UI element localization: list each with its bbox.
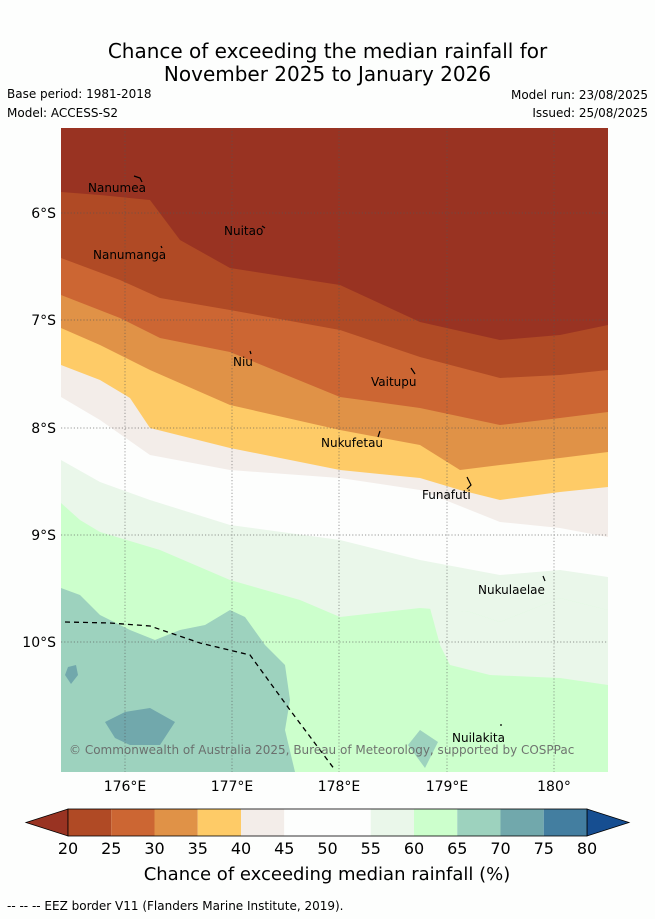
colorbar-tick-label: 35 xyxy=(188,839,208,858)
colorbar-bin xyxy=(457,809,501,836)
issued-date: Issued: 25/08/2025 xyxy=(532,106,648,120)
colorbar-bin xyxy=(241,809,285,836)
colorbar-bin xyxy=(154,809,198,836)
title-line-1: Chance of exceeding the median rainfall … xyxy=(107,39,548,63)
model-run: Model run: 23/08/2025 xyxy=(510,88,648,102)
island-nanumea xyxy=(133,175,143,183)
colorbar-tick-label: 60 xyxy=(404,839,424,858)
band-70-75-dot xyxy=(65,665,78,684)
eez-border xyxy=(64,621,336,771)
colorbar-title: Chance of exceeding median rainfall (%) xyxy=(144,864,511,885)
lon-tick: 180° xyxy=(537,779,571,795)
island-funafuti xyxy=(466,476,472,490)
colorbar-bin xyxy=(68,809,112,836)
colorbar-tick-labels: 20 25 30 35 40 45 50 55 60 65 70 75 80 xyxy=(58,839,597,858)
label-funafuti: Funafuti xyxy=(422,488,471,502)
longitude-ticks: 176°E 177°E 178°E 179°E 180° xyxy=(104,779,571,795)
label-vaitupu: Vaitupu xyxy=(371,375,417,389)
lat-tick: 7°S xyxy=(31,313,56,329)
title-line-2: November 2025 to January 2026 xyxy=(163,62,492,86)
island-nuitao xyxy=(261,225,266,229)
label-nukufetau: Nukufetau xyxy=(321,436,383,450)
colorbar-bin xyxy=(414,809,458,836)
lat-tick: 8°S xyxy=(31,421,56,437)
island-nanumanga xyxy=(160,245,163,249)
lon-tick: 178°E xyxy=(318,779,361,795)
colorbar-tick-label: 75 xyxy=(534,839,554,858)
island-niu xyxy=(249,350,252,355)
colorbar-bin xyxy=(197,809,241,836)
island-vaitupu xyxy=(410,367,416,375)
label-nuilakita: Nuilakita xyxy=(452,731,505,745)
colorbar-tick-label: 80 xyxy=(577,839,597,858)
place-labels: Nanumea Nuitao Nanumanga Niu Vaitupu Nuk… xyxy=(88,181,545,745)
colorbar-tick-label: 25 xyxy=(101,839,121,858)
label-nanumanga: Nanumanga xyxy=(93,248,166,262)
colorbar-tick-label: 20 xyxy=(58,839,78,858)
lat-tick: 6°S xyxy=(31,206,56,222)
band-70-75-patch xyxy=(105,708,175,745)
colorbar-tick-label: 65 xyxy=(447,839,467,858)
base-period: Base period: 1981-2018 xyxy=(7,87,152,101)
lon-tick: 176°E xyxy=(104,779,147,795)
colorbar-tick-label: 50 xyxy=(317,839,337,858)
label-nuitao: Nuitao xyxy=(224,224,263,238)
colorbar-tick-label: 55 xyxy=(361,839,381,858)
lon-tick: 177°E xyxy=(211,779,254,795)
colorbar-tick-label: 45 xyxy=(274,839,294,858)
colorbar-bin xyxy=(500,809,544,836)
rainfall-probability-map xyxy=(61,128,608,772)
label-niu: Niu xyxy=(233,355,253,369)
colorbar-bin xyxy=(111,809,155,836)
colorbar-bin xyxy=(327,809,371,836)
map-title: Chance of exceeding the median rainfall … xyxy=(0,40,655,86)
colorbar-tick-label: 30 xyxy=(144,839,164,858)
colorbar-extend-low xyxy=(24,808,69,837)
colorbar-extend-high xyxy=(586,808,631,837)
colorbar-tick-label: 40 xyxy=(231,839,251,858)
colorbar-bin xyxy=(284,809,328,836)
label-nukulaelae: Nukulaelae xyxy=(478,583,545,597)
colorbar-bin xyxy=(543,809,587,836)
label-nanumea: Nanumea xyxy=(88,181,146,195)
copyright-notice: © Commonwealth of Australia 2025, Bureau… xyxy=(69,743,574,757)
colorbar-frame xyxy=(67,808,588,837)
island-nukufetau xyxy=(377,430,381,438)
latitude-ticks: 6°S 7°S 8°S 9°S 10°S xyxy=(22,206,56,651)
lat-tick: 9°S xyxy=(31,528,56,544)
colorbar xyxy=(24,808,631,837)
island-nukulaelae xyxy=(542,575,546,582)
band-65-70-islet xyxy=(408,730,438,768)
model-name: Model: ACCESS-S2 xyxy=(7,106,119,120)
colorbar-tick-label: 70 xyxy=(490,839,510,858)
lat-tick: 10°S xyxy=(22,635,56,651)
colorbar-bin xyxy=(370,809,414,836)
lon-tick: 179°E xyxy=(426,779,469,795)
eez-footnote: -- -- -- EEZ border V11 (Flanders Marine… xyxy=(7,899,344,913)
band-65-70 xyxy=(430,598,608,685)
islands xyxy=(133,175,546,726)
